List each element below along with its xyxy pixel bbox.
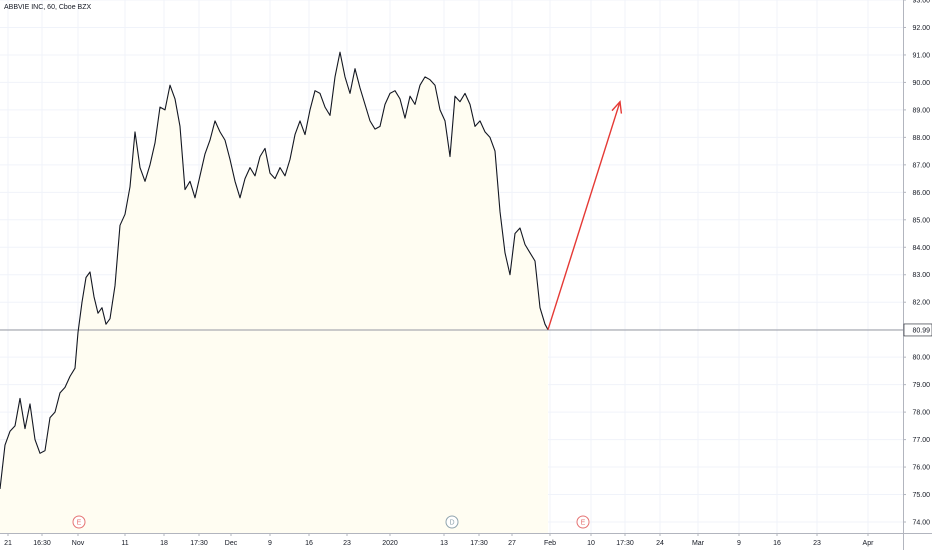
x-tick-label: 24 [656, 540, 664, 547]
x-tick-label: 17:30 [190, 540, 208, 547]
price-area [0, 52, 548, 533]
y-tick-label: 79.00 [912, 382, 930, 389]
price-series [0, 51, 549, 490]
y-tick-label: 92.00 [912, 25, 930, 32]
x-tick-label: 23 [343, 540, 351, 547]
x-tick-label: 2020 [382, 540, 398, 547]
event-marker-circle [445, 515, 459, 529]
x-tick-label: 16:30 [33, 540, 51, 547]
x-tick-label: 11 [121, 540, 128, 547]
x-tick-label: 17:30 [470, 540, 488, 547]
last-price-label-text: 80.99 [912, 327, 930, 334]
y-tick-label: 76.00 [912, 465, 930, 472]
time-axis[interactable]: 21 16:30 Nov 11 18 17:30 Dec 9 16 23 2020 13 17:30 27… [0, 533, 932, 547]
x-tick-label: Nov [72, 540, 85, 547]
projection-arrowhead [611, 100, 623, 114]
x-tick-label: 21 [4, 540, 12, 547]
price-axis[interactable]: 74.0075.0076.0077.0078.0079.0080.0081.00… [903, 0, 932, 550]
y-tick-label: 86.00 [912, 190, 930, 197]
x-tick-label: 9 [737, 540, 741, 547]
price-line [0, 51, 549, 490]
y-tick-label: 74.00 [912, 520, 930, 527]
x-tick-label: 10 [587, 540, 595, 547]
x-tick-label: 23 [813, 540, 821, 547]
symbol-title[interactable]: ABBVIE INC, 60, Cboe BZX [4, 4, 92, 11]
price-area-fill [0, 52, 548, 533]
y-tick-label: 77.00 [912, 437, 930, 444]
event-marker-label: D [449, 520, 454, 527]
projection-arrow[interactable] [547, 100, 623, 330]
last-price-label-bg [903, 323, 932, 337]
y-tick-label: 88.00 [912, 135, 930, 142]
event-marker-label: E [77, 520, 82, 527]
x-tick-label: 18 [160, 540, 168, 547]
y-tick-label: 82.00 [912, 300, 930, 307]
y-tick-label: 83.00 [912, 272, 930, 279]
y-tick-label: 85.00 [912, 217, 930, 224]
event-marker[interactable]: D [445, 515, 459, 529]
x-tick-label: Apr [863, 540, 875, 547]
event-marker-label: E [581, 520, 586, 527]
y-tick-label: 87.00 [912, 162, 930, 169]
x-tick-label: 27 [508, 540, 516, 547]
event-marker[interactable]: E [576, 515, 590, 529]
y-tick-label: 93.00 [912, 0, 930, 5]
y-tick-label: 89.00 [912, 107, 930, 114]
event-marker[interactable]: E [72, 515, 86, 529]
x-tick-label: Feb [544, 540, 556, 547]
y-tick-label: 75.00 [912, 492, 930, 499]
projection-line [547, 101, 621, 330]
x-tick-label: 17:30 [616, 540, 634, 547]
x-tick-label: 16 [305, 540, 313, 547]
event-marker-circle [576, 515, 590, 529]
x-tick-label: Mar [692, 540, 705, 547]
y-tick-label: 90.00 [912, 80, 930, 87]
x-tick-label: 16 [773, 540, 781, 547]
y-tick-label: 84.00 [912, 245, 930, 252]
x-tick-label: 9 [268, 540, 272, 547]
last-price-label: 80.99 [903, 323, 932, 337]
y-tick-label: 80.00 [912, 355, 930, 362]
y-tick-label: 91.00 [912, 52, 930, 59]
y-tick-label: 78.00 [912, 410, 930, 417]
x-tick-label: 13 [440, 540, 448, 547]
event-marker-circle [72, 515, 86, 529]
x-tick-label: Dec [225, 540, 238, 547]
